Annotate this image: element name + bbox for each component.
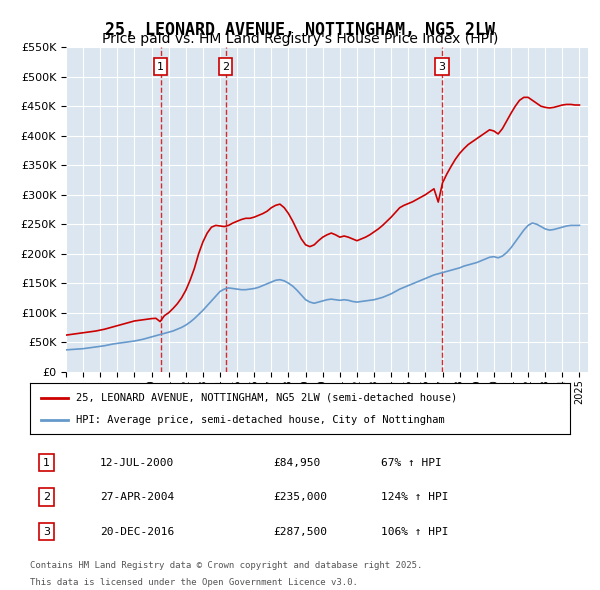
Text: 20-DEC-2016: 20-DEC-2016 [100, 527, 175, 536]
Text: 2: 2 [43, 492, 50, 502]
Text: 1: 1 [43, 458, 50, 467]
Text: £235,000: £235,000 [273, 492, 327, 502]
Text: £287,500: £287,500 [273, 527, 327, 536]
Text: 124% ↑ HPI: 124% ↑ HPI [381, 492, 449, 502]
Text: HPI: Average price, semi-detached house, City of Nottingham: HPI: Average price, semi-detached house,… [76, 415, 445, 425]
Text: 3: 3 [439, 62, 446, 71]
Text: 106% ↑ HPI: 106% ↑ HPI [381, 527, 449, 536]
Text: 2: 2 [222, 62, 229, 71]
Text: Price paid vs. HM Land Registry's House Price Index (HPI): Price paid vs. HM Land Registry's House … [102, 32, 498, 47]
Text: Contains HM Land Registry data © Crown copyright and database right 2025.: Contains HM Land Registry data © Crown c… [30, 562, 422, 571]
Text: 25, LEONARD AVENUE, NOTTINGHAM, NG5 2LW (semi-detached house): 25, LEONARD AVENUE, NOTTINGHAM, NG5 2LW … [76, 392, 457, 402]
Text: This data is licensed under the Open Government Licence v3.0.: This data is licensed under the Open Gov… [30, 578, 358, 586]
Text: 25, LEONARD AVENUE, NOTTINGHAM, NG5 2LW: 25, LEONARD AVENUE, NOTTINGHAM, NG5 2LW [105, 21, 495, 39]
Text: 67% ↑ HPI: 67% ↑ HPI [381, 458, 442, 467]
Text: 1: 1 [157, 62, 164, 71]
Text: 27-APR-2004: 27-APR-2004 [100, 492, 175, 502]
Text: £84,950: £84,950 [273, 458, 320, 467]
Text: 12-JUL-2000: 12-JUL-2000 [100, 458, 175, 467]
Text: 3: 3 [43, 527, 50, 536]
